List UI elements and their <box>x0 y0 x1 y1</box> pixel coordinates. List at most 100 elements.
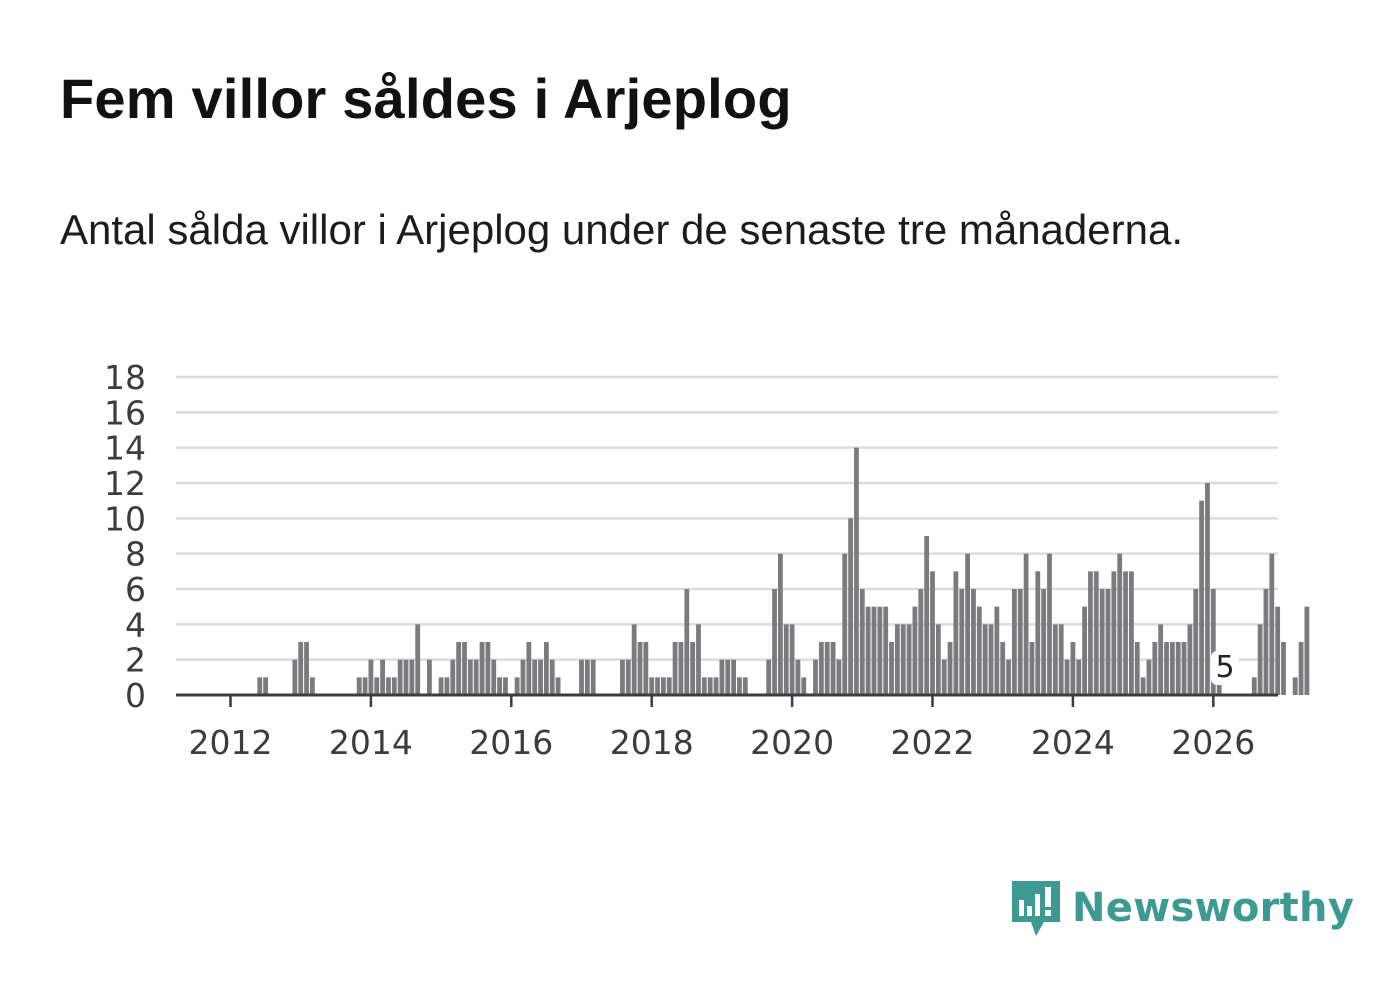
data-label: 5 <box>1215 650 1234 685</box>
bar <box>520 659 526 695</box>
bar <box>631 624 637 695</box>
bar <box>1146 659 1152 695</box>
bar <box>1017 589 1023 695</box>
bar <box>1029 642 1035 695</box>
y-tick-label: 2 <box>125 641 146 680</box>
bar <box>1076 659 1082 695</box>
bar <box>544 642 549 695</box>
bar <box>661 677 666 695</box>
bar <box>696 624 701 695</box>
bar <box>549 659 555 695</box>
bar <box>1111 571 1117 695</box>
x-tick-label: 2022 <box>891 723 975 762</box>
newsworthy-logo: Newsworthy <box>1010 878 1354 938</box>
bar <box>397 659 403 695</box>
bar <box>655 677 660 695</box>
bar <box>1140 677 1146 695</box>
y-tick-label: 4 <box>125 605 146 644</box>
bar <box>1187 624 1193 695</box>
bar <box>485 642 491 695</box>
bar <box>701 677 707 695</box>
y-tick-label: 10 <box>104 499 146 538</box>
bar <box>310 677 315 695</box>
bar <box>1006 659 1011 695</box>
bar <box>895 624 900 695</box>
bar <box>965 553 970 695</box>
bar <box>854 447 859 695</box>
bar <box>982 624 988 695</box>
newsworthy-logo-icon <box>1012 881 1060 936</box>
bar <box>848 518 853 695</box>
bar <box>497 677 502 695</box>
bar <box>1251 677 1257 695</box>
bar <box>1041 589 1047 695</box>
bar <box>941 659 947 695</box>
bar <box>368 659 374 695</box>
bar <box>1123 571 1128 695</box>
bar <box>953 571 959 695</box>
bar <box>988 624 994 695</box>
bar <box>918 589 924 695</box>
chart-title: Fem villor såldes i Arjeplog <box>60 67 792 130</box>
bar <box>1292 677 1298 695</box>
bar <box>783 624 789 695</box>
bar <box>1152 642 1158 695</box>
bar <box>1281 642 1286 695</box>
bar <box>678 642 684 695</box>
bar <box>403 659 409 695</box>
bar <box>859 589 865 695</box>
bar <box>625 659 631 695</box>
bar <box>1000 642 1006 695</box>
bar <box>1023 553 1029 695</box>
bar <box>906 624 912 695</box>
bar <box>883 606 889 695</box>
bar <box>731 659 736 695</box>
bar <box>391 677 397 695</box>
bar <box>935 624 941 695</box>
bar <box>707 677 713 695</box>
y-tick-label: 0 <box>125 676 146 715</box>
bar <box>409 659 415 695</box>
bar <box>959 589 965 695</box>
x-tick-label: 2026 <box>1171 723 1255 762</box>
x-tick-label: 2020 <box>750 723 834 762</box>
bar <box>971 589 976 695</box>
bar <box>1093 571 1099 695</box>
bar <box>514 677 520 695</box>
bar <box>1158 624 1164 695</box>
brand-name: Newsworthy <box>1072 885 1355 931</box>
bar <box>672 642 678 695</box>
bar <box>1035 571 1041 695</box>
bar <box>877 606 883 695</box>
bar <box>1263 589 1269 695</box>
bar <box>292 659 298 695</box>
bar <box>649 677 655 695</box>
bar <box>473 659 479 695</box>
x-tick-label: 2016 <box>469 723 553 762</box>
bar <box>1134 642 1140 695</box>
y-tick-label: 12 <box>104 464 146 503</box>
bar <box>1070 642 1076 695</box>
bar <box>930 571 935 695</box>
bar <box>444 677 450 695</box>
bar <box>438 677 444 695</box>
bar <box>842 553 848 695</box>
bar <box>1199 500 1204 695</box>
bar <box>555 677 561 695</box>
bar <box>1052 624 1058 695</box>
bar <box>467 659 473 695</box>
bar <box>1205 483 1210 695</box>
bar <box>813 659 818 695</box>
bar <box>1193 589 1199 695</box>
bar <box>742 677 748 695</box>
bar <box>1298 642 1304 695</box>
bar <box>1257 624 1263 695</box>
bar <box>824 642 830 695</box>
bar <box>900 624 906 695</box>
bar <box>801 677 807 695</box>
bar <box>620 659 625 695</box>
bar <box>643 642 649 695</box>
bar <box>462 642 467 695</box>
bar <box>1064 659 1070 695</box>
